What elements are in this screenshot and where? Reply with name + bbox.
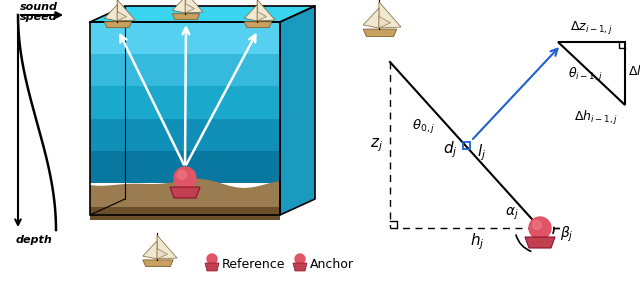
Polygon shape [157, 248, 168, 259]
Polygon shape [90, 86, 280, 118]
Polygon shape [90, 54, 280, 86]
Circle shape [532, 220, 541, 229]
Text: $z_j$: $z_j$ [369, 136, 383, 154]
Polygon shape [157, 235, 177, 259]
Polygon shape [170, 187, 200, 198]
Text: depth: depth [16, 235, 52, 245]
Text: $\theta_{i-1,j}$: $\theta_{i-1,j}$ [568, 66, 603, 84]
Polygon shape [293, 263, 307, 271]
Text: $h_j$: $h_j$ [470, 232, 484, 252]
Text: sound: sound [20, 2, 58, 12]
Polygon shape [90, 6, 315, 22]
Polygon shape [90, 151, 280, 183]
Polygon shape [90, 22, 280, 54]
Circle shape [178, 171, 186, 179]
Polygon shape [364, 8, 379, 28]
Circle shape [174, 167, 196, 189]
Text: $\Delta h_{i-1,j}$: $\Delta h_{i-1,j}$ [575, 109, 619, 127]
Polygon shape [205, 263, 219, 271]
Polygon shape [525, 237, 555, 248]
Text: $\Delta z_{i-1,j}$: $\Delta z_{i-1,j}$ [570, 19, 613, 36]
Polygon shape [90, 118, 280, 151]
Polygon shape [379, 16, 390, 28]
Bar [463, 141, 470, 148]
Polygon shape [117, 0, 135, 21]
Circle shape [207, 254, 217, 264]
Text: $\Delta l_{i-1,j}$: $\Delta l_{i-1,j}$ [628, 64, 640, 83]
Circle shape [295, 254, 305, 264]
Polygon shape [143, 241, 157, 259]
Text: $\alpha_j$: $\alpha_j$ [505, 206, 519, 222]
Polygon shape [185, 0, 203, 13]
Polygon shape [257, 11, 266, 21]
Text: speed: speed [20, 12, 58, 22]
Polygon shape [90, 207, 280, 220]
Text: $l_j$: $l_j$ [477, 143, 486, 163]
Polygon shape [90, 179, 280, 220]
Polygon shape [143, 260, 173, 267]
Polygon shape [244, 22, 271, 28]
Polygon shape [117, 11, 127, 21]
Text: Anchor: Anchor [310, 258, 354, 271]
Polygon shape [172, 0, 185, 13]
Text: $\theta_{0,j}$: $\theta_{0,j}$ [412, 118, 435, 136]
Polygon shape [364, 29, 397, 36]
Polygon shape [379, 2, 401, 28]
Polygon shape [104, 22, 132, 28]
Polygon shape [257, 0, 275, 21]
Polygon shape [244, 5, 257, 21]
Polygon shape [185, 4, 195, 13]
Circle shape [529, 217, 551, 239]
Text: $d_j$: $d_j$ [443, 140, 458, 160]
Polygon shape [280, 6, 315, 215]
Polygon shape [172, 14, 200, 20]
Text: Reference: Reference [222, 258, 285, 271]
Text: $\beta_j$: $\beta_j$ [560, 224, 573, 244]
Polygon shape [104, 5, 117, 21]
